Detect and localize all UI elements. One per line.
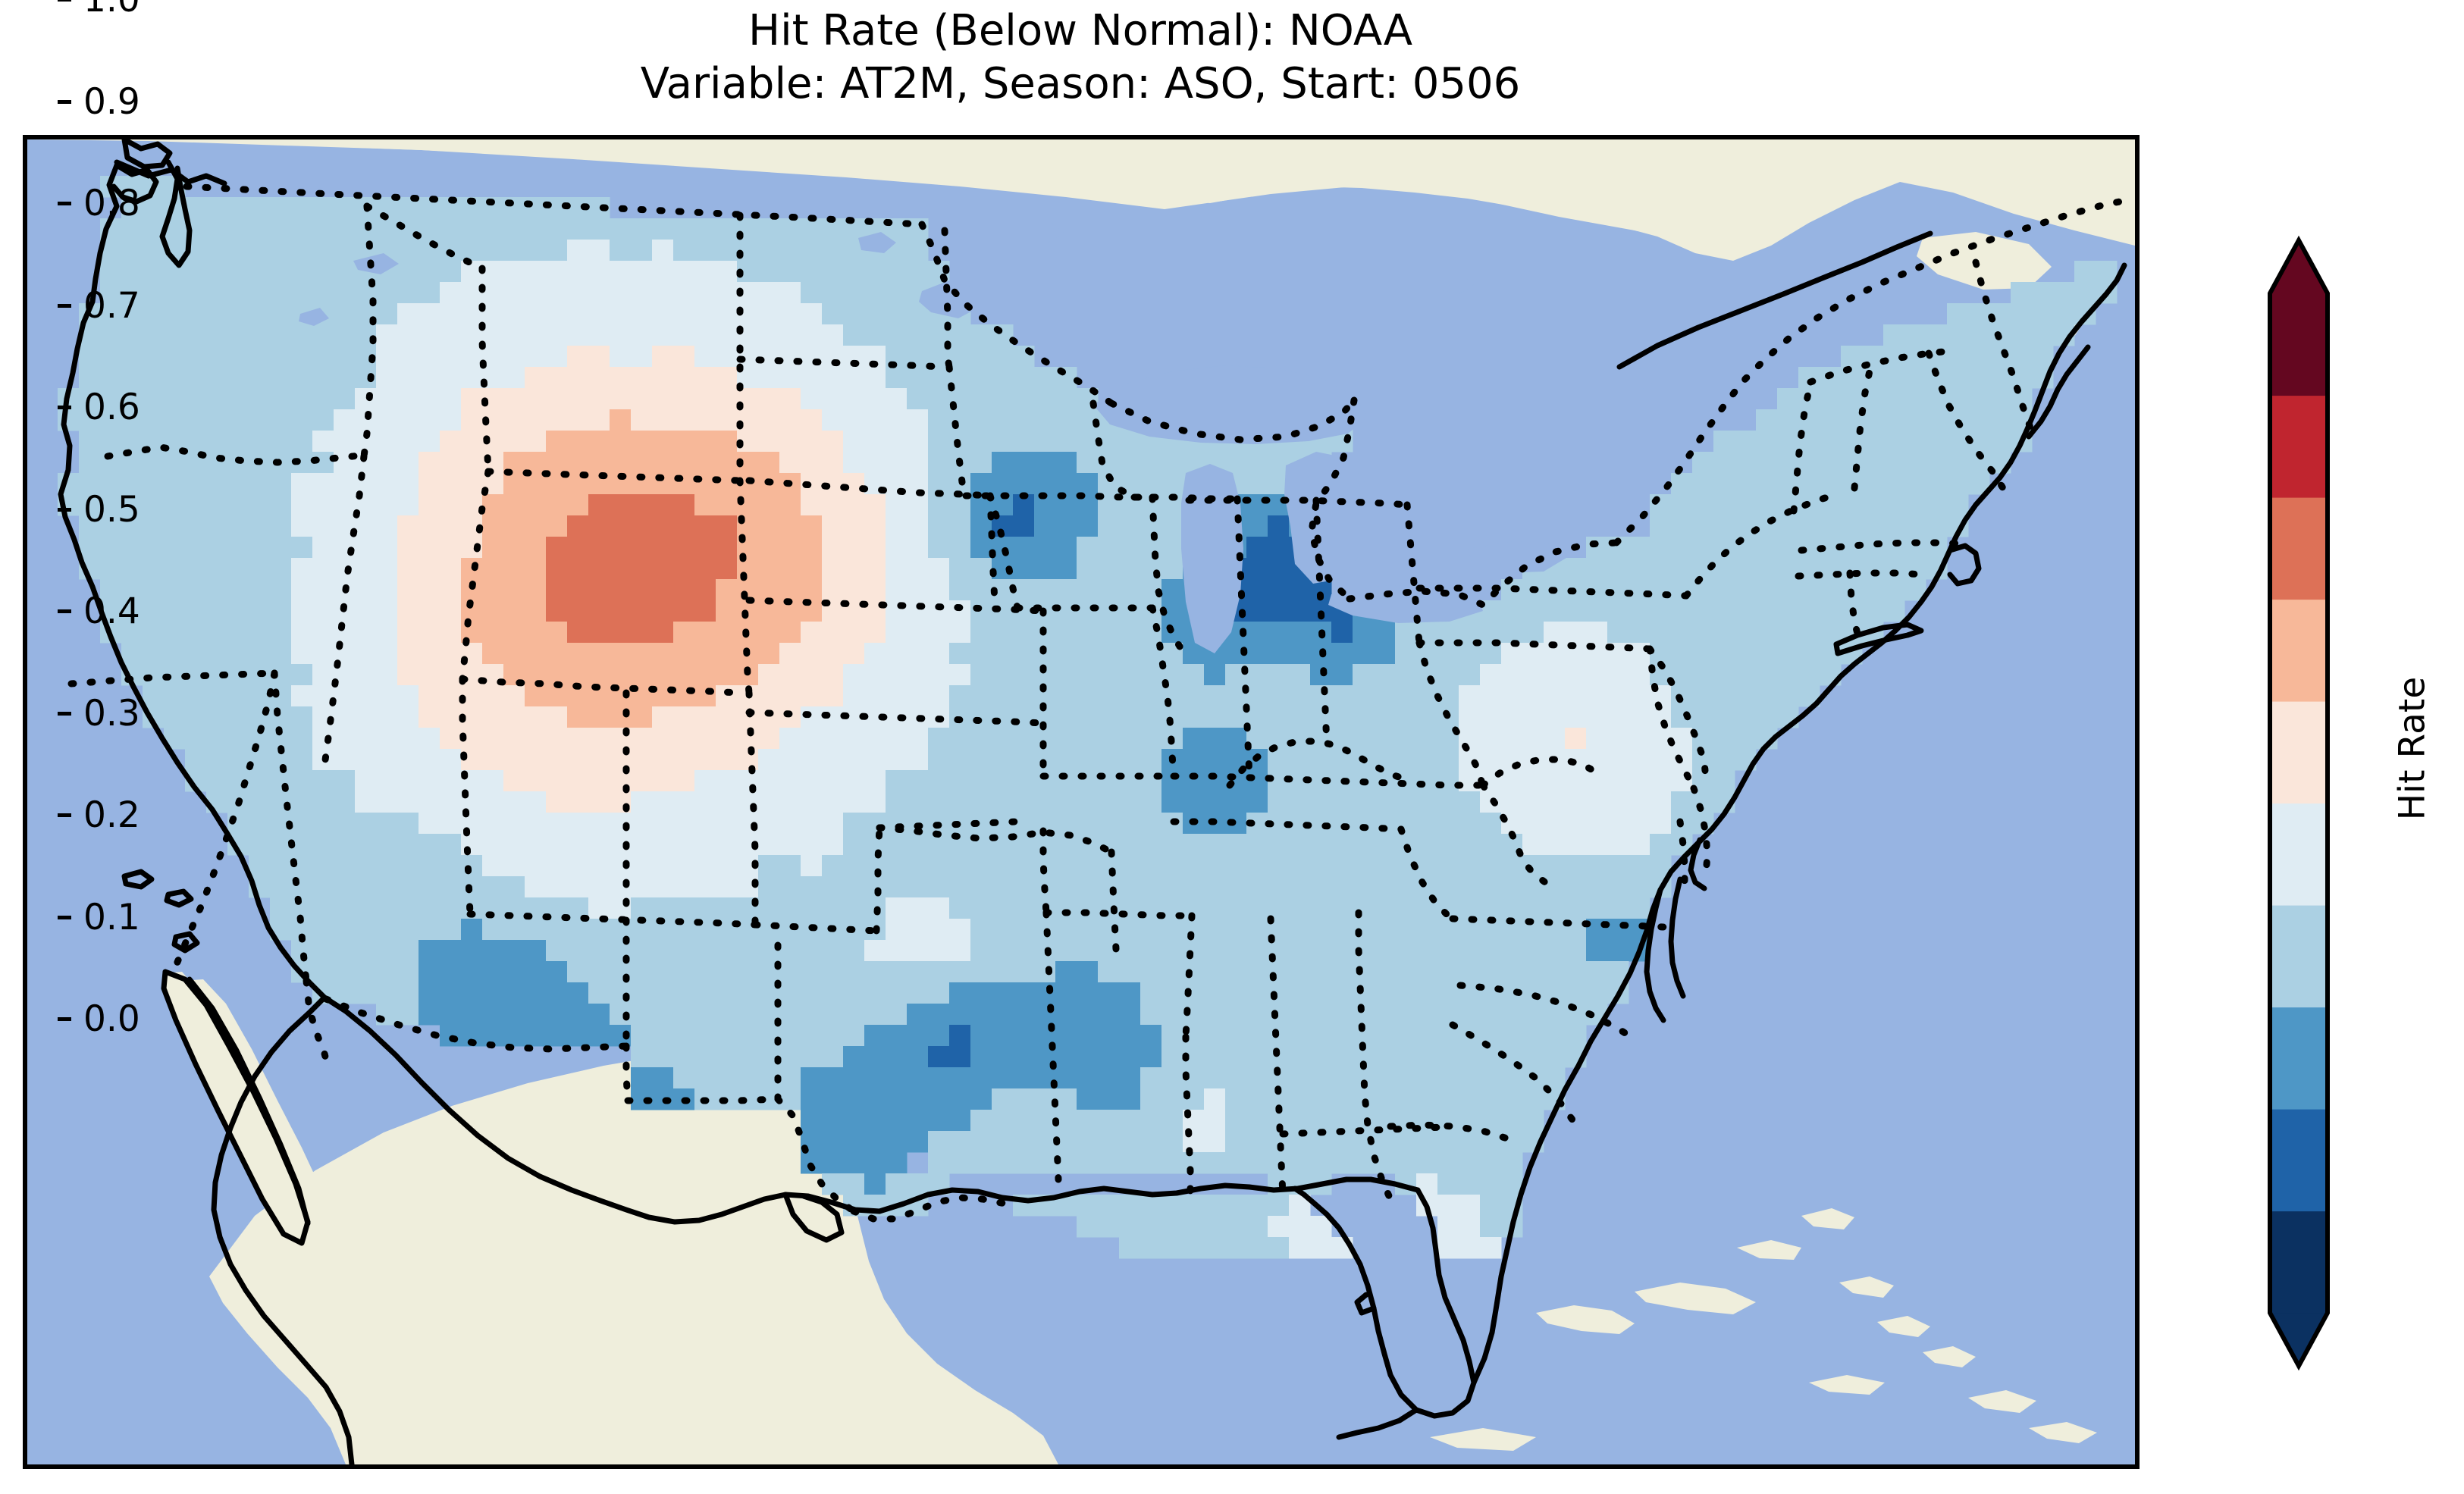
colorbar-tick-mark [58, 202, 71, 205]
foreign-land-layer [27, 139, 2135, 1464]
colorbar-tick-label: 0.5 [83, 488, 140, 531]
colorbar-tick-label: 0.2 [83, 794, 140, 836]
coastline-layer [58, 139, 2127, 1464]
colorbar-tick-label: 0.8 [83, 183, 140, 224]
colorbar-tick-label: 0.0 [83, 998, 140, 1040]
colorbar-tick-mark [58, 915, 71, 919]
title-line-1: Hit Rate (Below Normal): NOAA [748, 6, 1413, 55]
colorbar-axis-label: Hit Rate [2390, 0, 2435, 1494]
colorbar-swatches [2268, 235, 2330, 1371]
map-axes[interactable] [23, 135, 2140, 1469]
conus-grid-cells [58, 176, 2118, 1259]
political-border-layer [67, 183, 2135, 1223]
colorbar-tick-mark [58, 303, 71, 308]
colorbar-label-text: Hit Rate [2391, 676, 2434, 821]
great-lakes-layer [299, 223, 1656, 653]
colorbar-tick-mark [58, 99, 71, 104]
colorbar-tick-label: 0.4 [83, 590, 140, 632]
colorbar[interactable] [2268, 235, 2330, 1371]
title-line-2: Variable: AT2M, Season: ASO, Start: 0506 [640, 59, 1521, 108]
colorbar-tick-label: 0.6 [83, 387, 140, 428]
colorbar-tick-label: 0.9 [83, 80, 140, 123]
colorbar-tick-mark [58, 507, 71, 512]
colorbar-tick-mark [58, 813, 71, 817]
colorbar-tick-mark [58, 609, 71, 613]
colorbar-tick-mark [58, 0, 71, 2]
colorbar-tick-label: 0.7 [83, 284, 140, 327]
colorbar-tick-mark [58, 406, 71, 409]
colorbar-tick-label: 1.0 [83, 0, 140, 20]
colorbar-tick-mark [58, 1017, 71, 1021]
colorbar-tick-label: 0.1 [83, 896, 140, 938]
colorbar-tick-mark [58, 711, 71, 716]
map-plot [27, 139, 2135, 1464]
colorbar-ticks: 0.0 0.1 0.2 0.3 0.4 0.5 0.6 0.7 0.8 0.9 1.0 [58, 0, 209, 1040]
colorbar-tick-label: 0.3 [83, 692, 140, 734]
figure-title: Hit Rate (Below Normal): NOAA Variable: … [0, 5, 2161, 111]
